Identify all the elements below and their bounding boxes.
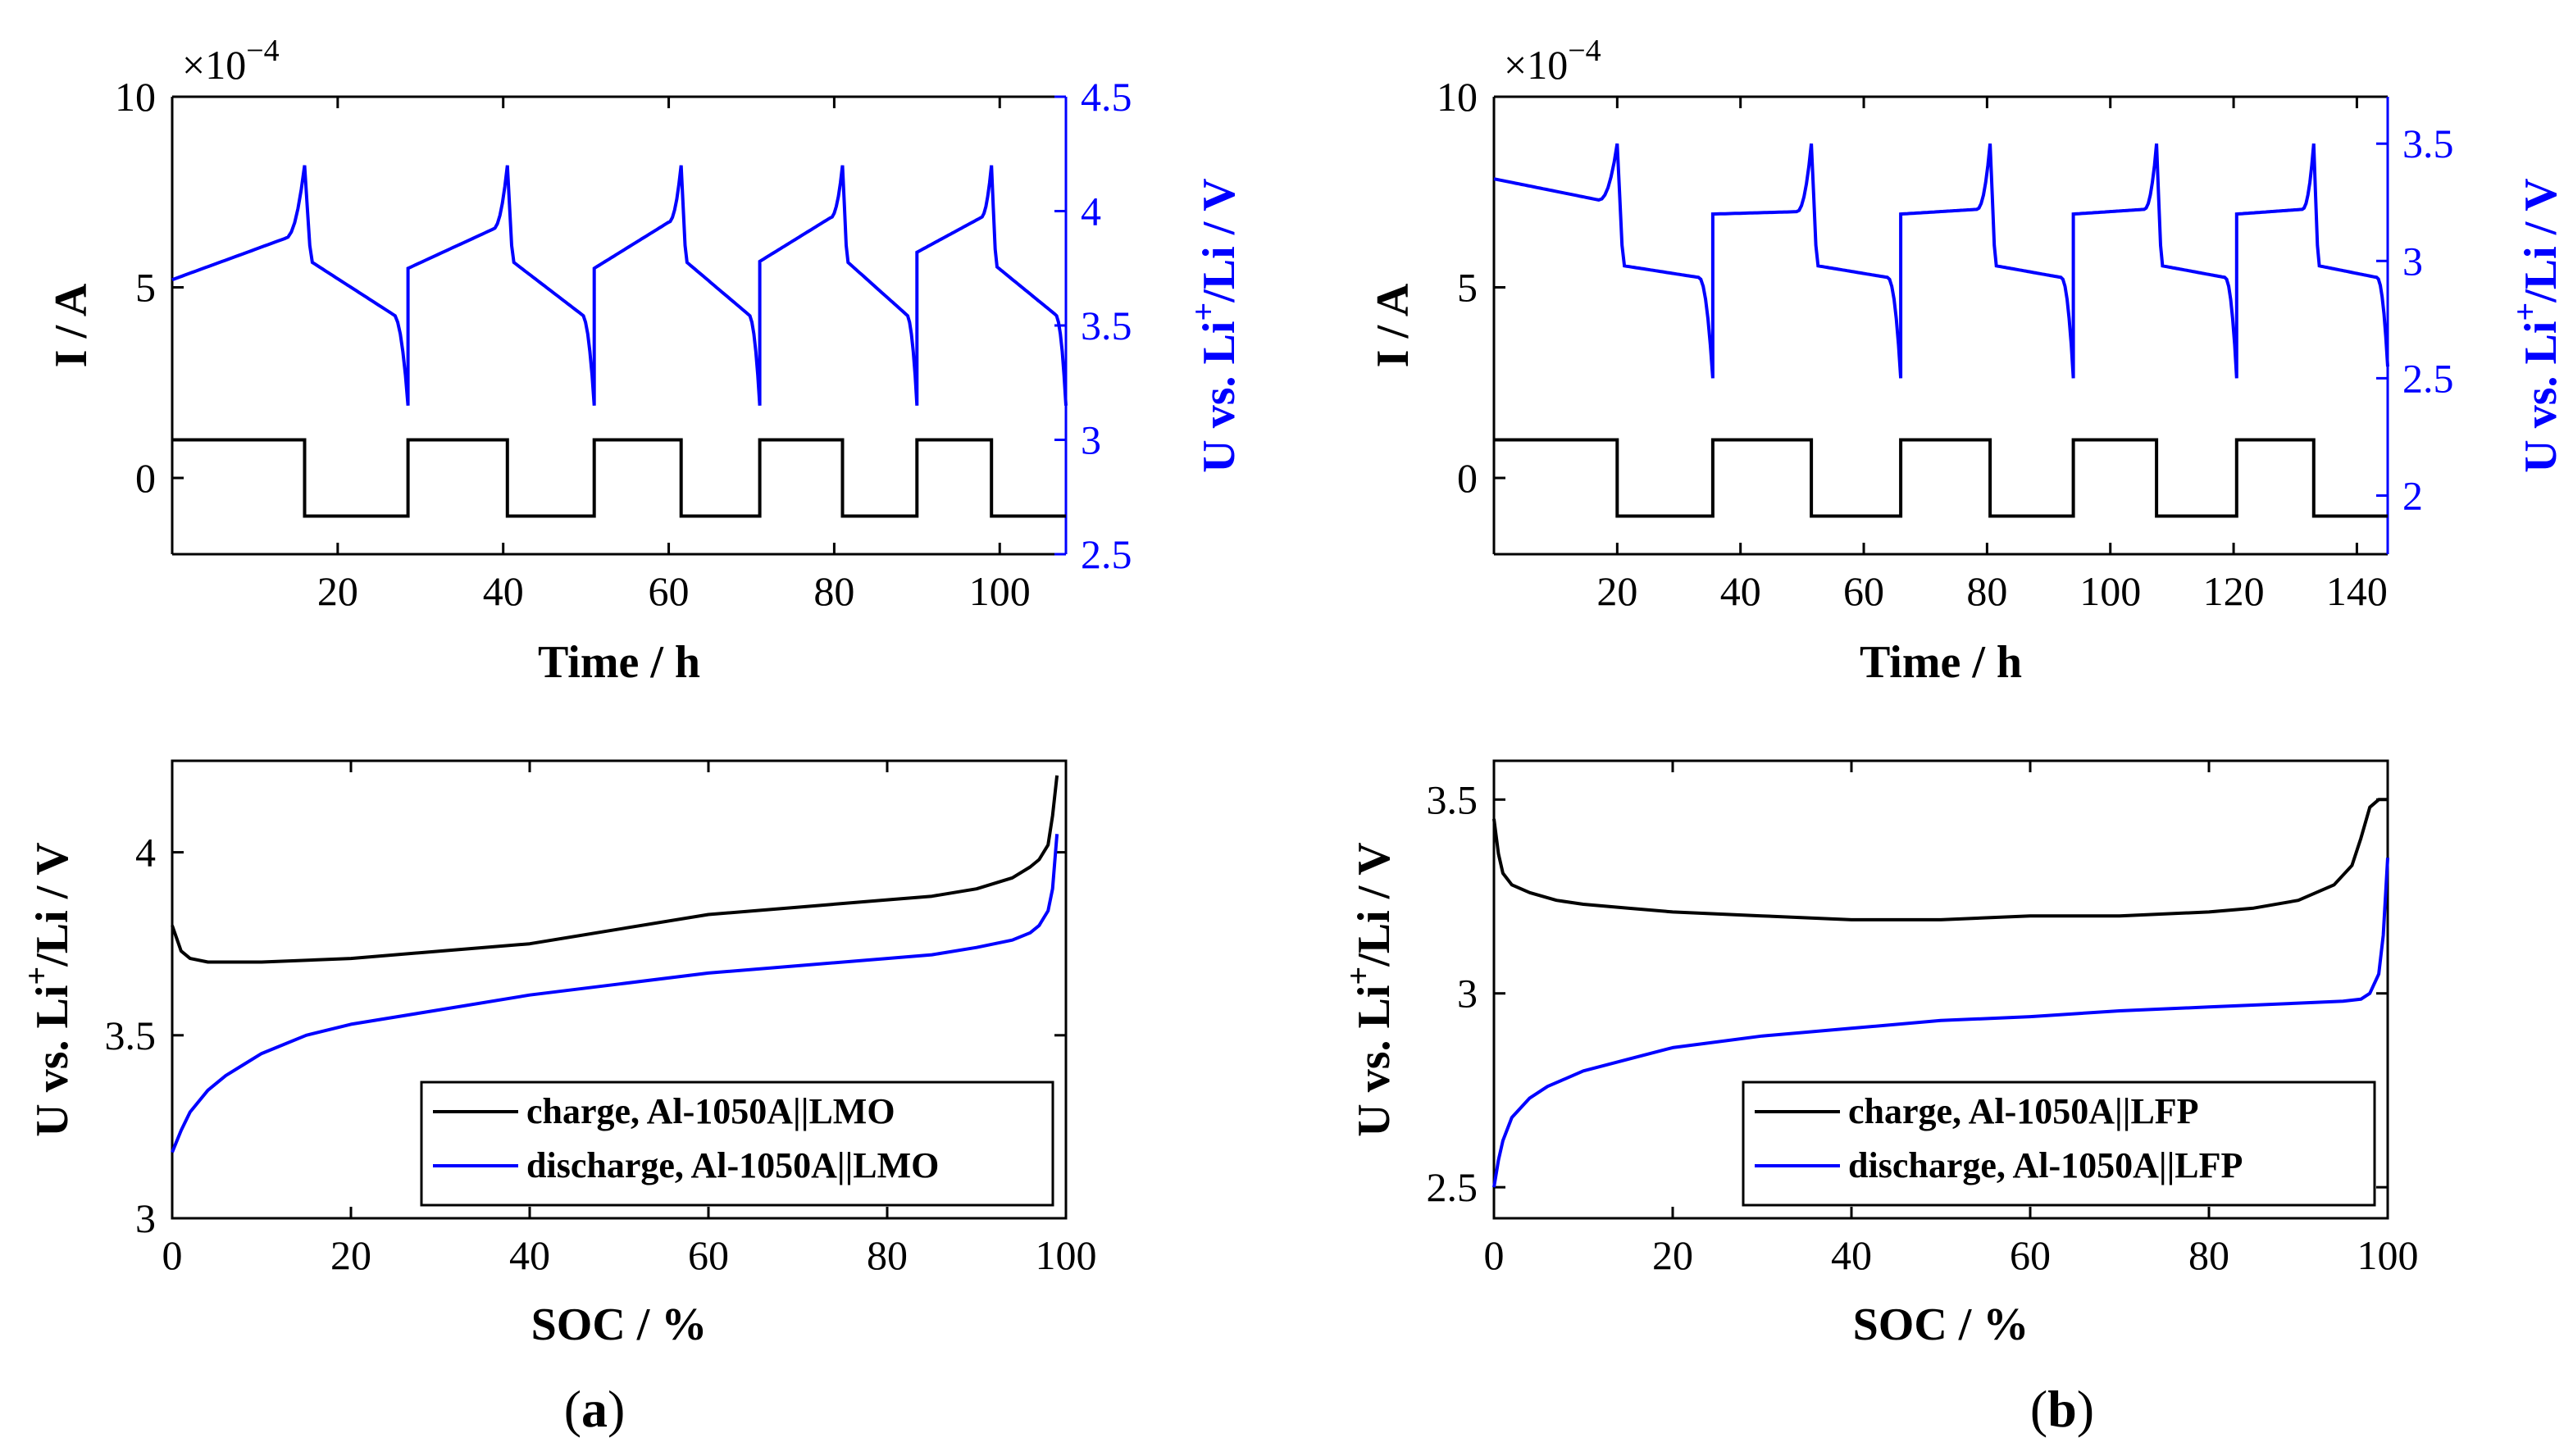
y-tick-label: 4 xyxy=(135,830,156,876)
label-rest: /Li / V xyxy=(27,842,78,967)
current-line xyxy=(172,438,1066,518)
x-tick-label: 80 xyxy=(1966,568,2007,614)
exponent-label: ×10−4 xyxy=(1504,34,1601,88)
x-tick-label: 60 xyxy=(2010,1232,2051,1278)
current-line xyxy=(1494,438,2388,518)
x-axis-label: Time / h xyxy=(538,637,700,688)
y-left-tick-label: 0 xyxy=(135,455,156,501)
x-tick-label: 20 xyxy=(330,1232,371,1278)
series-line-0 xyxy=(171,775,1059,964)
x-tick-label: 0 xyxy=(162,1232,183,1278)
voltage-line xyxy=(1493,143,2389,379)
legend-entry-1: discharge, Al-1050A||LMO xyxy=(526,1145,939,1185)
label-rest: /Li / V xyxy=(1194,178,1245,303)
x-tick-label: 140 xyxy=(2326,568,2388,614)
x-tick-label: 0 xyxy=(1484,1232,1505,1278)
x-axis-label: SOC / % xyxy=(531,1299,708,1350)
x-axis-label: SOC / % xyxy=(1853,1299,2029,1350)
y-tick-label: 2.5 xyxy=(1427,1164,1478,1210)
y-left-axis-label: I / A xyxy=(1368,283,1419,367)
x-tick-label: 60 xyxy=(649,568,690,614)
plot-frame xyxy=(1492,759,2389,1220)
superscript-plus: + xyxy=(1185,303,1222,321)
voltage-line xyxy=(171,165,1068,406)
panel-paren: ) xyxy=(608,1380,625,1438)
y-right-tick-label: 3 xyxy=(2402,238,2423,284)
y-tick-label: 3.5 xyxy=(1427,776,1478,822)
y-right-tick-label: 2.5 xyxy=(1081,531,1132,577)
x-tick-label: 100 xyxy=(2357,1232,2419,1278)
x-tick-label: 80 xyxy=(867,1232,908,1278)
exponent-power: −4 xyxy=(1568,34,1601,68)
x-tick-label: 80 xyxy=(813,568,854,614)
x-tick-label: 100 xyxy=(969,568,1031,614)
top-chart-b: 20 40 60 80 100 120 140 0 5 10 2 2.5 3 3.5 ×10−4 Time /… xyxy=(1368,34,2566,688)
legend-entry-1: discharge, Al-1050A||LFP xyxy=(1848,1145,2243,1185)
x-tick-label: 20 xyxy=(317,568,358,614)
legend-box xyxy=(1742,1081,2376,1207)
y-left-axis-label: I / A xyxy=(46,283,97,367)
y-right-tick-label: 3 xyxy=(1081,417,1101,463)
y-right-tick-label: 3.5 xyxy=(1081,303,1132,348)
panel-label-b: (b) xyxy=(2030,1380,2094,1438)
y-right-tick-label: 4 xyxy=(1081,189,1101,234)
series-line-1 xyxy=(1492,858,2389,1188)
y-left-tick-label: 0 xyxy=(1457,455,1478,501)
series-line-0 xyxy=(1492,798,2388,921)
x-tick-label: 40 xyxy=(509,1232,550,1278)
superscript-plus: + xyxy=(2507,303,2543,321)
y-right-tick-label: 3.5 xyxy=(2402,121,2454,166)
x-tick-label: 40 xyxy=(483,568,524,614)
x-tick-label: 20 xyxy=(1652,1232,1693,1278)
panel-letter: b xyxy=(2047,1380,2077,1438)
bottom-chart-b: 0 20 40 60 80 100 2.5 3 3.5 SOC / % U vs. Li+/Li /… xyxy=(1340,759,2419,1350)
x-tick-label: 20 xyxy=(1596,568,1637,614)
x-tick-label: 60 xyxy=(1843,568,1884,614)
superscript-plus: + xyxy=(18,967,55,985)
x-tick-label: 120 xyxy=(2203,568,2265,614)
y-right-axis-label: U vs. Li+/Li / V xyxy=(2507,178,2566,472)
y-left-tick-label: 5 xyxy=(135,265,156,311)
legend-entry-0: charge, Al-1050A||LMO xyxy=(526,1091,895,1131)
x-tick-label: 80 xyxy=(2188,1232,2229,1278)
x-tick-label: 40 xyxy=(1831,1232,1872,1278)
top-chart-a: 20 40 60 80 100 0 5 10 2.5 3 3.5 4 4.5 ×10−4 Time / h I… xyxy=(46,34,1245,688)
y-left-tick-label: 5 xyxy=(1457,265,1478,311)
exponent-label: ×10−4 xyxy=(182,34,280,88)
y-right-tick-label: 4.5 xyxy=(1081,74,1132,120)
y-axis-label: U vs. Li+/Li / V xyxy=(1340,842,1400,1136)
y-tick-label: 3 xyxy=(1457,971,1478,1017)
bottom-chart-a: 0 20 40 60 80 100 3 3.5 4 SOC / % U vs. Li+/Li / V… xyxy=(18,759,1097,1350)
x-tick-label: 100 xyxy=(1036,1232,1097,1278)
plot-frame xyxy=(171,759,1068,1220)
exponent-power: −4 xyxy=(246,34,279,68)
y-left-tick-label: 10 xyxy=(1437,74,1478,120)
x-axis-label: Time / h xyxy=(1860,637,2022,688)
x-tick-label: 40 xyxy=(1720,568,1761,614)
legend-entry-0: charge, Al-1050A||LFP xyxy=(1848,1091,2199,1131)
panel-paren: ) xyxy=(2077,1380,2094,1438)
panel-label-a: (a) xyxy=(564,1380,626,1438)
y-tick-label: 3 xyxy=(135,1195,156,1241)
legend: charge, Al-1050A||LMO discharge, Al-1050A… xyxy=(420,1081,1054,1207)
y-right-tick-label: 2 xyxy=(2402,472,2423,518)
x-tick-label: 60 xyxy=(688,1232,729,1278)
series-line-1 xyxy=(171,834,1059,1153)
y-right-tick-label: 2.5 xyxy=(2402,355,2454,401)
legend: charge, Al-1050A||LFP discharge, Al-1050A… xyxy=(1742,1081,2376,1207)
superscript-plus: + xyxy=(1340,967,1377,985)
panel-letter: a xyxy=(581,1380,608,1438)
y-tick-label: 3.5 xyxy=(105,1012,157,1058)
y-right-axis-label: U vs. Li+/Li / V xyxy=(1185,178,1245,472)
label-rest: /Li / V xyxy=(1349,842,1400,967)
y-left-tick-label: 10 xyxy=(115,74,156,120)
x-tick-label: 100 xyxy=(2079,568,2141,614)
y-axis-label: U vs. Li+/Li / V xyxy=(18,842,78,1136)
label-rest: /Li / V xyxy=(2516,178,2566,303)
legend-box xyxy=(420,1081,1054,1207)
